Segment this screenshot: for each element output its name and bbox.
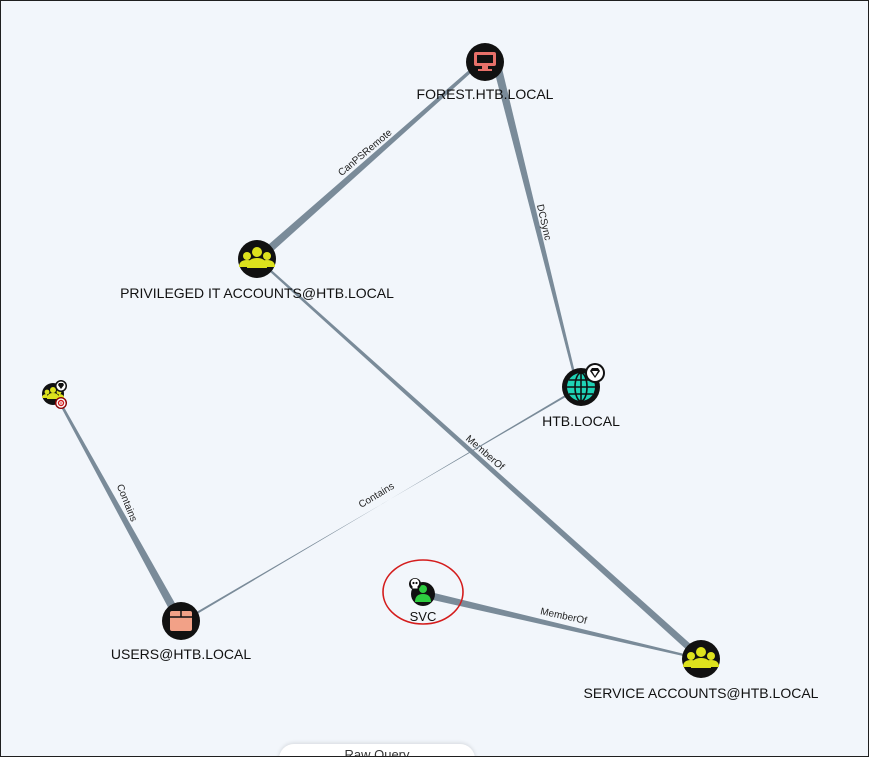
node-users-container[interactable]: USERS@HTB.LOCAL <box>111 602 251 662</box>
diamond-icon <box>55 380 67 392</box>
node-label-svc: SVC <box>410 609 437 624</box>
node-label-service: SERVICE ACCOUNTS@HTB.LOCAL <box>584 685 819 701</box>
node-domain[interactable]: HTB.LOCAL <box>542 363 620 429</box>
node-label-privileged: PRIVILEGED IT ACCOUNTS@HTB.LOCAL <box>120 285 394 301</box>
edge-memberof-svc[interactable]: MemberOf <box>422 590 701 660</box>
edge-label-canpsremote: CanPSRemote <box>336 127 395 179</box>
node-svc-user[interactable]: SVC <box>382 559 464 625</box>
edge-contains-users[interactable]: Contains <box>181 385 582 623</box>
edge-memberof-service[interactable]: MemberOf <box>257 258 704 661</box>
edge-label-memberof-service: MemberOf <box>463 433 506 472</box>
skull-icon <box>409 578 421 590</box>
raw-query-bar[interactable]: Raw Query <box>279 744 475 757</box>
group-icon <box>683 647 719 668</box>
diamond-icon <box>585 363 605 383</box>
node-label-domain: HTB.LOCAL <box>542 413 620 429</box>
group-icon <box>239 247 275 268</box>
edge-label-contains-users: Contains <box>357 481 396 511</box>
edge-dcsync[interactable]: DCSync <box>492 60 578 386</box>
box-icon <box>170 611 192 631</box>
node-privileged-group[interactable]: PRIVILEGED IT ACCOUNTS@HTB.LOCAL <box>120 240 394 301</box>
target-icon <box>55 397 67 409</box>
highlight-ring <box>382 559 464 625</box>
raw-query-label: Raw Query <box>344 747 410 757</box>
user-icon <box>415 585 431 602</box>
node-small-group[interactable] <box>42 380 67 409</box>
computer-icon <box>474 52 496 71</box>
node-service-group[interactable]: SERVICE ACCOUNTS@HTB.LOCAL <box>584 640 819 701</box>
node-forest-computer[interactable]: FOREST.HTB.LOCAL <box>417 43 554 102</box>
node-label-forest: FOREST.HTB.LOCAL <box>417 86 554 102</box>
edge-contains-small[interactable]: Contains <box>54 393 185 624</box>
node-label-users: USERS@HTB.LOCAL <box>111 646 251 662</box>
